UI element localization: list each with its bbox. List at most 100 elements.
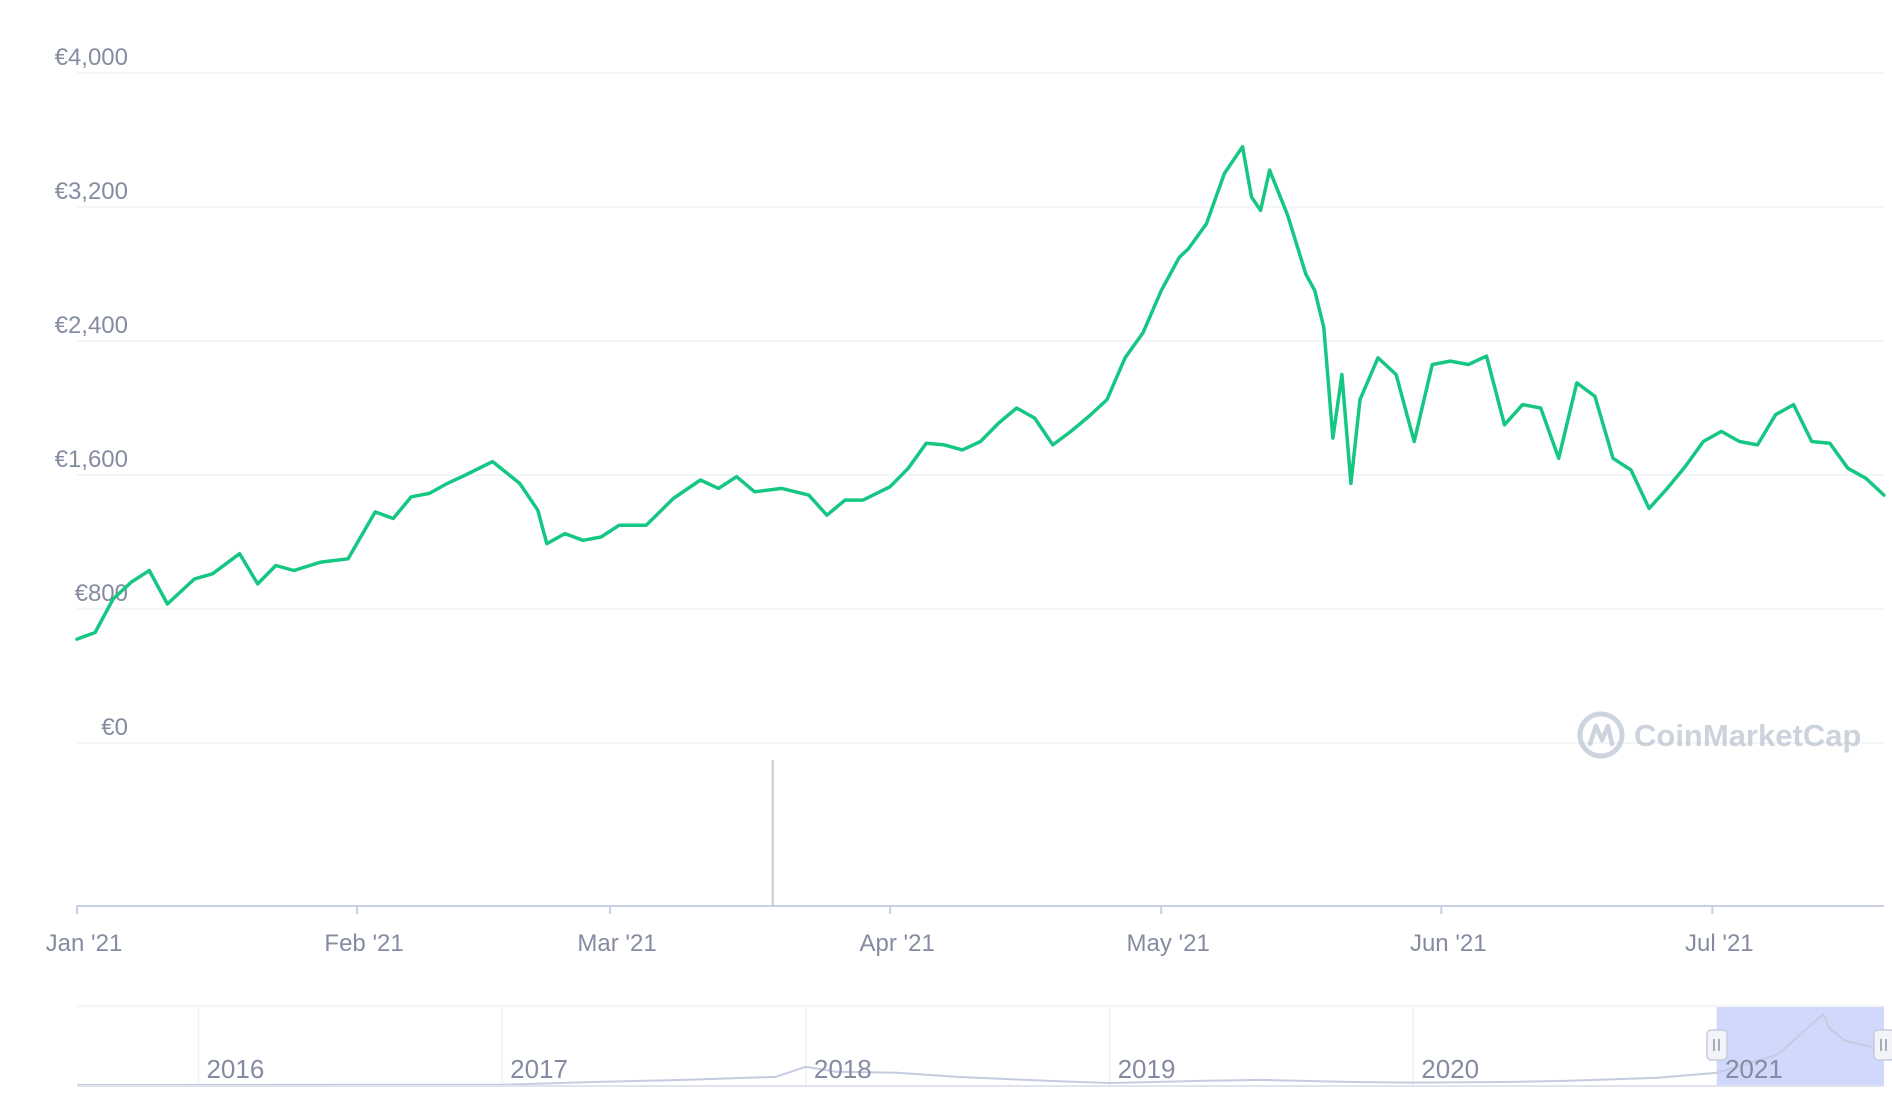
price-point <box>1557 457 1560 460</box>
price-point <box>1882 493 1886 497</box>
price-point <box>1756 443 1759 447</box>
price-point <box>807 493 810 497</box>
price-point <box>1340 373 1344 376</box>
price-point <box>1376 356 1380 359</box>
price-point <box>193 577 196 581</box>
price-point <box>464 473 467 477</box>
navigator-year-label: 2016 <box>206 1054 264 1084</box>
price-point <box>1864 477 1868 480</box>
price-point <box>617 524 621 527</box>
x-axis-ticks: Jan '21 Feb '21 Mar '21 Apr '21 May '21 Jun '… <box>46 906 1754 957</box>
y-tick-label: €2,400 <box>55 312 128 339</box>
watermark-text: CoinMarketCap <box>1634 718 1861 753</box>
range-navigator[interactable]: 2016 2017 2018 2019 2020 2021 <box>76 1005 1892 1087</box>
price-point <box>1413 440 1416 443</box>
price-point <box>536 509 539 512</box>
price-point <box>1015 406 1018 410</box>
price-point <box>599 535 603 539</box>
price-point <box>211 572 214 575</box>
price-point <box>1846 467 1850 470</box>
navigator-left-handle[interactable] <box>1706 1029 1728 1061</box>
price-point <box>1123 356 1127 359</box>
price-point <box>1666 487 1669 490</box>
x-tick-label: Feb '21 <box>324 930 403 957</box>
price-point <box>1141 331 1145 334</box>
price-point <box>256 582 259 586</box>
price-point <box>1268 168 1271 172</box>
price-point <box>861 498 865 502</box>
navigator-year-label: 2021 <box>1725 1054 1783 1084</box>
price-point <box>1105 398 1109 401</box>
price-point <box>1304 272 1308 276</box>
price-point <box>1205 222 1208 225</box>
price-point <box>111 597 115 601</box>
volume-area <box>77 760 1884 907</box>
price-point <box>1322 326 1326 329</box>
y-tick-label: €4,000 <box>55 44 128 71</box>
price-point <box>581 539 585 542</box>
navigator-year-ticks: 2016 2017 2018 2019 2020 2021 <box>206 1054 1782 1084</box>
navigator-selected-range[interactable] <box>1716 1007 1884 1085</box>
price-point <box>997 421 1000 425</box>
price-point <box>1313 289 1317 292</box>
price-point <box>825 514 829 517</box>
price-point <box>1223 172 1226 175</box>
price-point <box>979 440 982 443</box>
price-point <box>166 602 169 606</box>
price-point <box>491 460 494 463</box>
price-point <box>1160 289 1163 292</box>
navigator-year-label: 2018 <box>814 1054 872 1084</box>
x-tick-label: Jun '21 <box>1410 930 1487 957</box>
price-point <box>1431 363 1434 366</box>
price-line <box>75 144 1886 641</box>
price-point <box>319 560 323 564</box>
navigator-year-label: 2017 <box>510 1054 568 1084</box>
y-tick-label: €3,200 <box>55 178 128 205</box>
navigator-year-label: 2019 <box>1118 1054 1176 1084</box>
price-point <box>672 497 675 500</box>
price-point <box>1467 363 1470 366</box>
price-point <box>780 487 783 490</box>
price-point <box>943 443 946 447</box>
price-point <box>545 542 548 545</box>
price-point <box>961 448 964 452</box>
price-point <box>907 467 910 470</box>
price-point <box>1069 430 1073 433</box>
y-axis-ticks: €0€800€1,600€2,400€3,200€4,000 <box>55 44 128 741</box>
x-tick-label: May '21 <box>1127 930 1210 957</box>
price-point <box>1828 442 1832 445</box>
price-point <box>1485 354 1488 358</box>
price-point <box>428 492 431 495</box>
price-point <box>238 552 241 555</box>
price-point <box>93 631 97 634</box>
price-point <box>699 478 702 482</box>
navigator-year-label: 2020 <box>1421 1054 1479 1084</box>
price-point <box>1738 440 1741 443</box>
y-tick-label: €1,600 <box>55 446 128 473</box>
price-point <box>717 487 720 490</box>
price-point <box>1503 423 1506 426</box>
price-point <box>1702 440 1705 443</box>
price-point <box>735 475 738 478</box>
coinmarketcap-watermark: CoinMarketCap <box>1577 711 1861 759</box>
price-point <box>1187 247 1190 251</box>
price-point <box>1647 507 1651 510</box>
x-tick-label: Mar '21 <box>577 930 656 957</box>
price-point <box>1178 256 1181 259</box>
navigator-background <box>77 1007 1884 1086</box>
price-point <box>1033 416 1036 420</box>
y-tick-label: €0 <box>101 714 128 741</box>
price-point <box>1774 413 1777 416</box>
price-point <box>148 569 151 572</box>
price-point <box>1241 145 1244 148</box>
navigator-right-handle[interactable] <box>1873 1029 1892 1061</box>
x-tick-label: Apr '21 <box>860 930 935 957</box>
price-point <box>374 510 377 514</box>
price-point <box>292 569 295 572</box>
price-point <box>274 564 277 567</box>
x-tick-label: Jul '21 <box>1685 930 1754 957</box>
price-line-path <box>75 144 1886 641</box>
price-point <box>1349 482 1353 485</box>
price-point <box>843 498 847 502</box>
